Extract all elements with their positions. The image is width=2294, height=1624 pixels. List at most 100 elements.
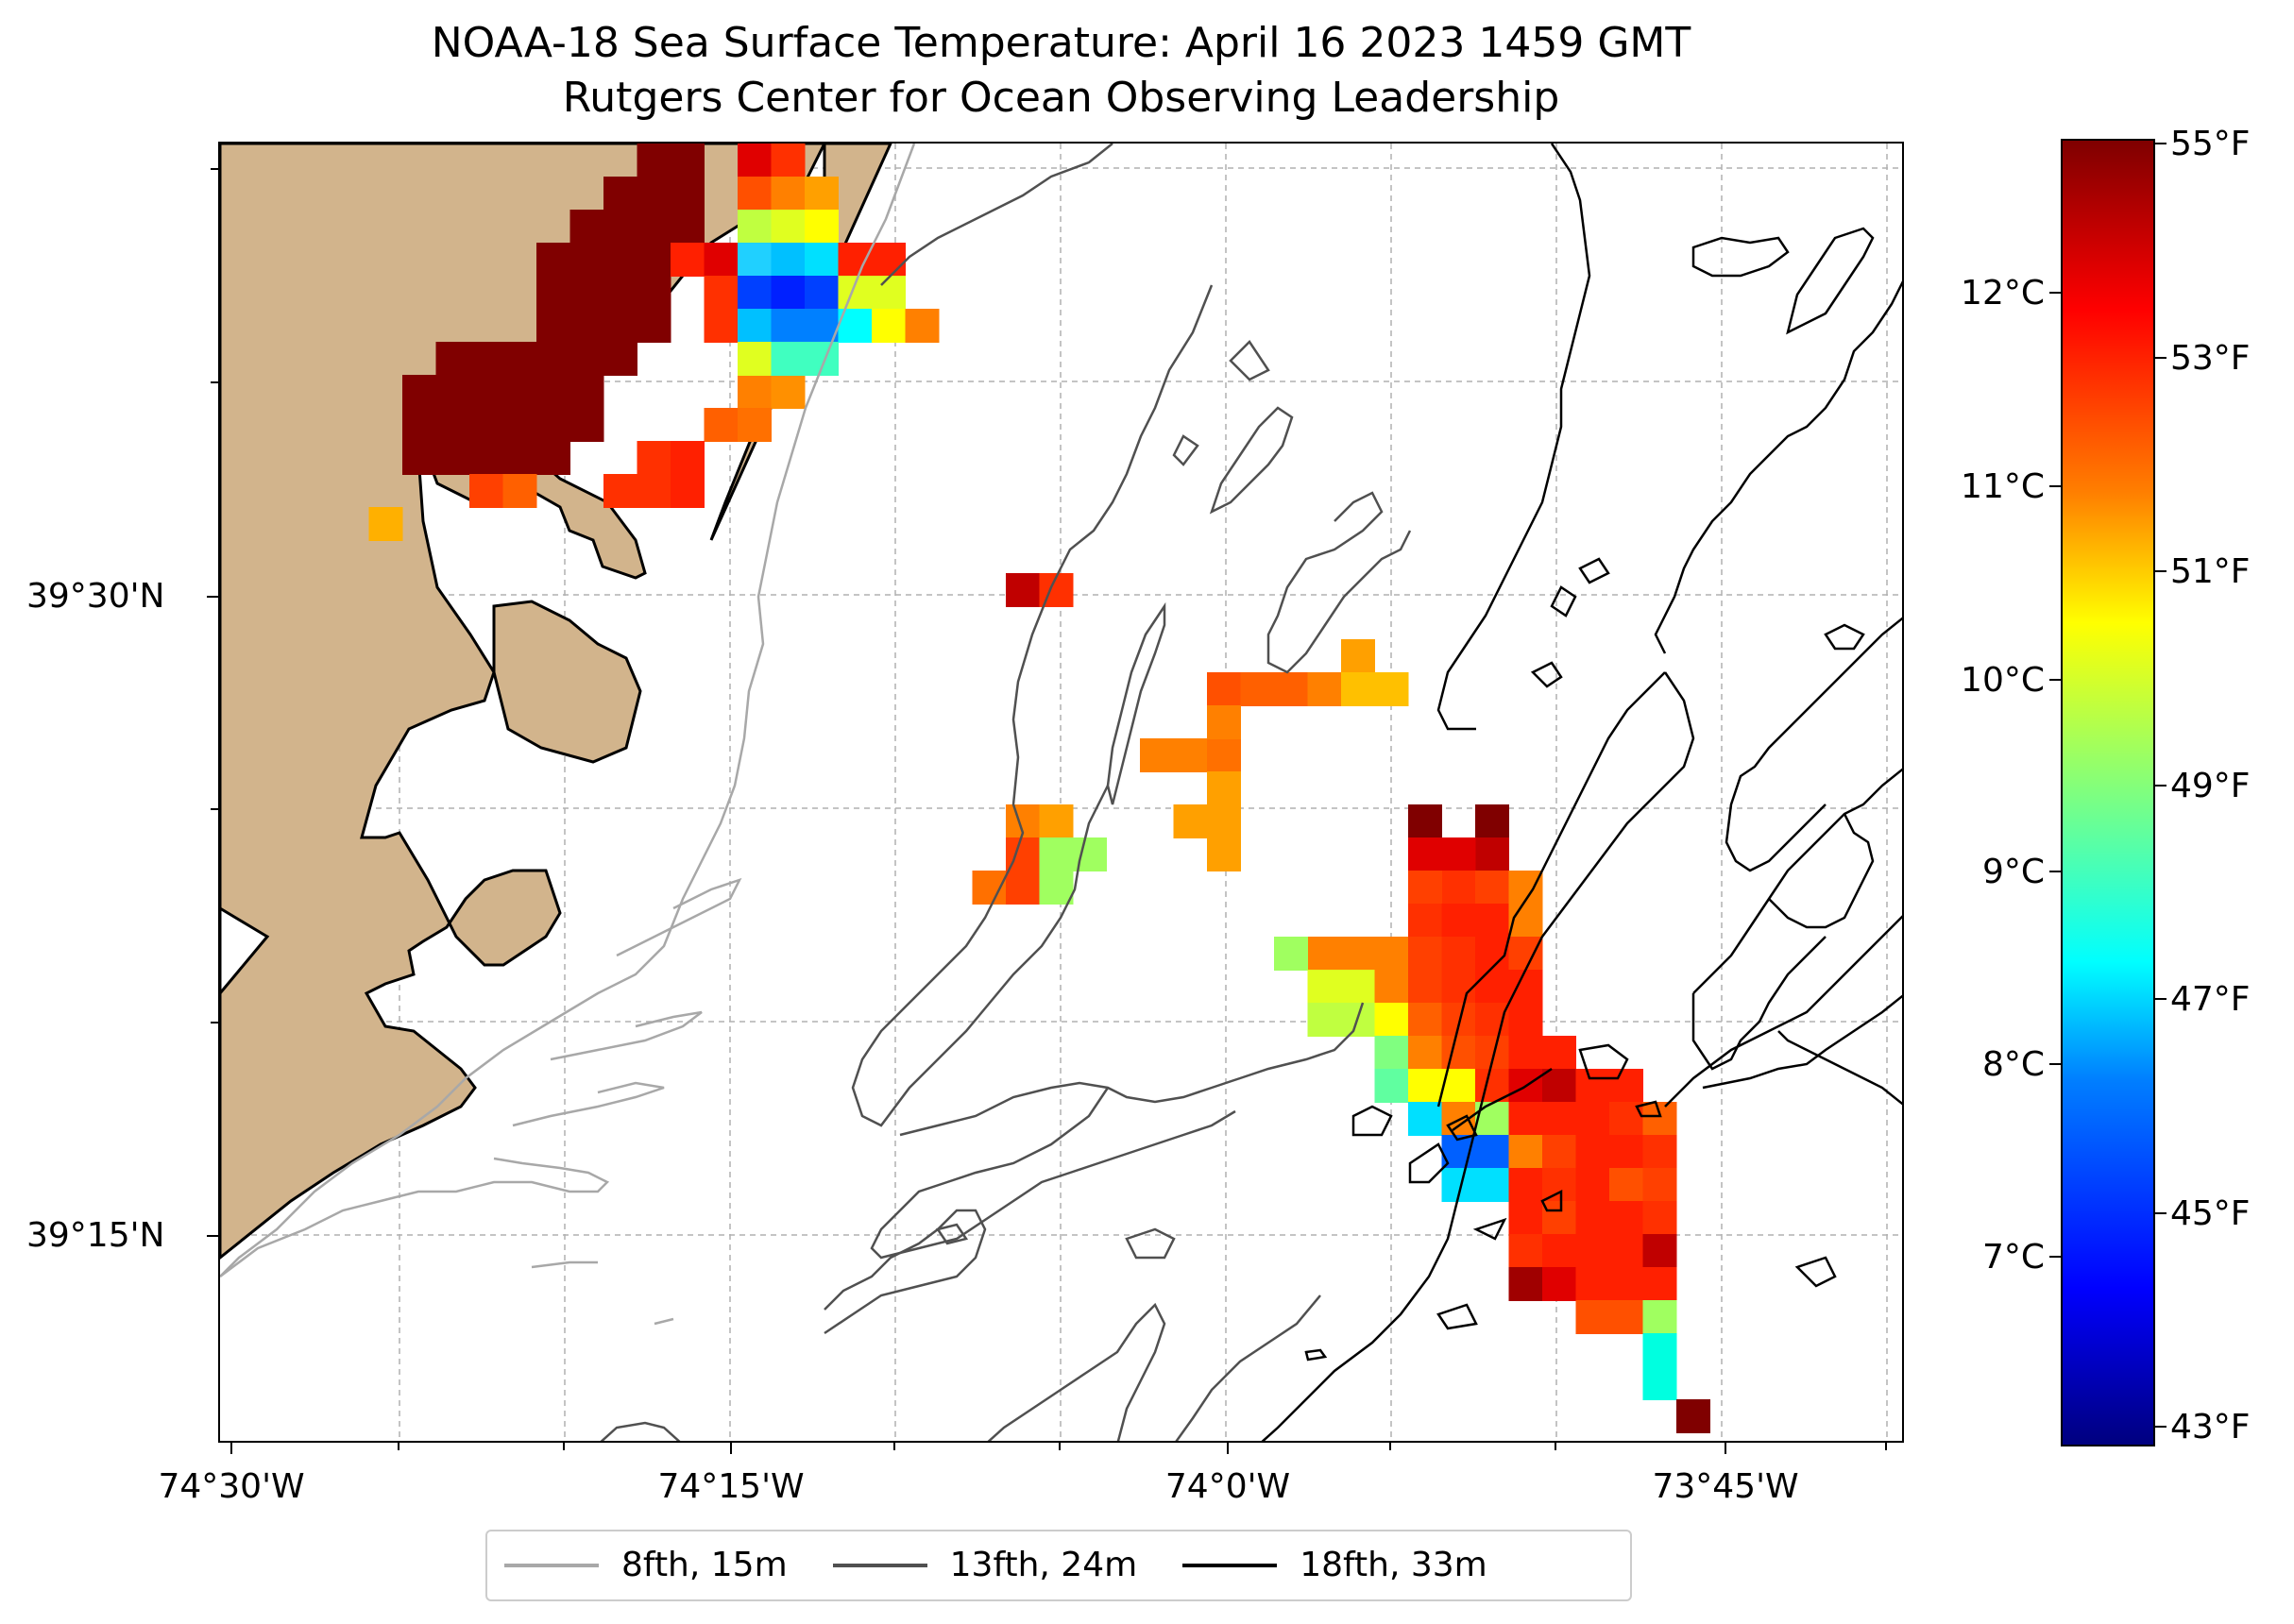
sst-pixel <box>771 309 806 343</box>
contour-8fth <box>220 144 916 1326</box>
sst-pixel <box>1508 1267 1543 1301</box>
y-tick-label: 39°30'N <box>26 577 165 616</box>
sst-pixel <box>905 309 940 343</box>
sst-pixel <box>1508 970 1543 1004</box>
sst-pixel <box>469 441 503 475</box>
sst-pixel <box>536 375 570 409</box>
sst-pixel <box>1609 1135 1643 1169</box>
sst-pixel <box>1441 937 1476 971</box>
sst-pixel <box>402 408 436 442</box>
sst-pixel <box>1642 1102 1677 1136</box>
sst-pixel <box>738 144 772 178</box>
x-tick-major <box>730 1443 732 1454</box>
sst-pixel <box>1408 937 1442 971</box>
sst-pixel <box>603 177 637 211</box>
map-svg <box>220 144 1902 1441</box>
colorbar-fahrenheit-label: 49°F <box>2170 767 2251 805</box>
sst-pixel <box>1575 1267 1610 1301</box>
sst-pixel <box>1575 1201 1610 1235</box>
sst-pixel <box>1542 1135 1576 1169</box>
sst-pixel <box>1642 1201 1677 1235</box>
sst-pixel <box>1575 1234 1610 1268</box>
sst-pixel <box>1542 1267 1576 1301</box>
sst-pixel <box>805 243 839 277</box>
sst-pixel <box>738 342 772 376</box>
sst-pixel <box>1039 804 1074 838</box>
sst-pixel <box>569 342 604 376</box>
sst-pixel <box>1475 1135 1509 1169</box>
sst-pixel <box>1475 804 1509 838</box>
colorbar-tick <box>2049 292 2061 294</box>
sst-pixel <box>1307 937 1342 971</box>
sst-pixel <box>1207 705 1241 739</box>
sst-pixel <box>536 276 570 310</box>
sst-pixel <box>1374 1069 1409 1103</box>
sst-pixel <box>1341 672 1375 706</box>
sst-pixel <box>805 210 839 244</box>
sst-pixel <box>637 144 671 178</box>
x-tick-minor <box>1389 1443 1391 1450</box>
y-tick-minor <box>211 808 218 810</box>
sst-pixel <box>1441 970 1476 1004</box>
sst-pixel <box>738 408 772 442</box>
sst-pixel <box>1642 1366 1677 1400</box>
sst-pixel <box>771 177 806 211</box>
sst-pixel <box>1374 937 1409 971</box>
x-tick-minor <box>1555 1443 1556 1450</box>
sst-pixel <box>1441 1003 1476 1037</box>
map-title: NOAA-18 Sea Surface Temperature: April 1… <box>431 19 1691 67</box>
colorbar-celsius-label: 12°C <box>1961 274 2045 313</box>
sst-pixel <box>872 243 906 277</box>
sst-pixel <box>738 276 772 310</box>
sst-pixel <box>1642 1168 1677 1202</box>
sst-pixel <box>671 144 705 178</box>
map-canvas[interactable] <box>218 142 1904 1443</box>
colorbar-tick <box>2155 1426 2167 1428</box>
sst-pixel <box>1408 1069 1442 1103</box>
colorbar-fahrenheit-label: 55°F <box>2170 125 2251 163</box>
colorbar-tick <box>2049 679 2061 681</box>
sst-pixel <box>1374 1036 1409 1070</box>
sst-pixel <box>1006 871 1040 905</box>
sst-pixel <box>1140 738 1174 772</box>
sst-pixel <box>1508 1201 1543 1235</box>
bay-water <box>220 600 642 996</box>
contour-13fth <box>600 144 1412 1441</box>
sst-pixel <box>805 276 839 310</box>
sst-pixel <box>738 177 772 211</box>
colorbar-fahrenheit-label: 43°F <box>2170 1408 2251 1446</box>
sst-pixel <box>469 474 503 508</box>
depth-contour-legend: 8fth, 15m 13fth, 24m 18fth, 33m <box>485 1530 1632 1601</box>
colorbar-tick <box>2155 143 2167 144</box>
sst-pixel <box>738 243 772 277</box>
sst-pixel <box>838 243 873 277</box>
sst-pixel <box>569 276 604 310</box>
sst-pixel <box>1441 904 1476 938</box>
sst-pixel <box>1542 1036 1576 1070</box>
x-tick-minor <box>1885 1443 1887 1450</box>
y-tick-minor <box>211 168 218 170</box>
legend-swatch <box>504 1564 599 1567</box>
sst-pixel <box>469 375 503 409</box>
colorbar-celsius-label: 8°C <box>1981 1045 2045 1084</box>
y-tick-major <box>207 596 218 598</box>
x-tick-label: 74°0'W <box>1164 1467 1291 1506</box>
sst-pixel <box>536 441 570 475</box>
legend-item-18fth: 18fth, 33m <box>1182 1547 1487 1584</box>
sst-pixel <box>771 210 806 244</box>
sst-pixel <box>1575 1168 1610 1202</box>
legend-swatch <box>1182 1564 1278 1567</box>
sst-pixel <box>1207 672 1241 706</box>
sst-pixel <box>1408 804 1442 838</box>
x-tick-label: 73°45'W <box>1652 1467 1799 1506</box>
sst-pixel <box>1475 871 1509 905</box>
x-tick-major <box>1725 1443 1726 1454</box>
sst-pixel <box>1475 1168 1509 1202</box>
sst-pixel <box>1508 1168 1543 1202</box>
sst-pixel <box>637 177 671 211</box>
sst-pixel <box>1374 672 1409 706</box>
sst-pixel <box>536 243 570 277</box>
colorbar-tick <box>2155 1212 2167 1214</box>
legend-label: 18fth, 33m <box>1300 1546 1487 1584</box>
sst-pixel <box>704 276 739 310</box>
